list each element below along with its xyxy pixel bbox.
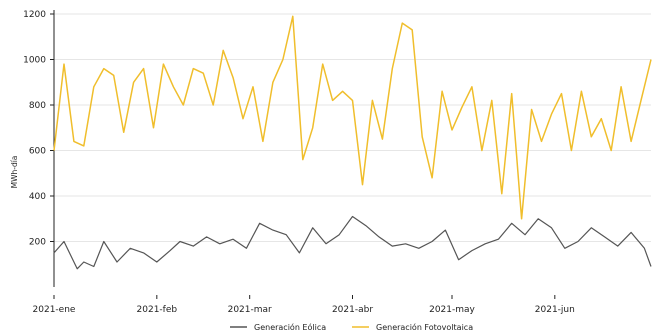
y-axis-title: MWh-día	[10, 156, 19, 189]
legend-label: Generación Fotovoltaica	[376, 322, 473, 332]
y-tick-label: 1200	[23, 10, 46, 20]
x-tick-label: 2021-feb	[137, 305, 178, 315]
series-layer	[53, 15, 652, 270]
gridlines	[54, 13, 651, 242]
y-tick-label: 600	[29, 147, 46, 157]
y-tick-label: 200	[29, 238, 46, 248]
x-tick-label: 2021-ene	[33, 305, 76, 315]
series-line-fotovoltaica	[53, 15, 652, 220]
y-tick-label: 400	[29, 192, 46, 202]
x-tick-label: 2021-may	[429, 305, 475, 315]
x-tick-label: 2021-abr	[332, 305, 373, 315]
x-axis: 2021-ene 2021-feb 2021-mar 2021-abr 2021-may…	[33, 295, 575, 315]
y-tick-label: 800	[29, 101, 46, 111]
legend: Generación Eólica Generación Fotovoltaica	[230, 322, 473, 332]
series-line-eolica	[53, 215, 652, 270]
y-axis: 200 400 600 800 1000 1200	[23, 10, 55, 287]
legend-label: Generación Eólica	[254, 322, 326, 332]
x-tick-label: 2021-mar	[228, 305, 272, 315]
x-tick-label: 2021-jun	[535, 305, 575, 315]
y-tick-label: 1000	[23, 56, 46, 66]
